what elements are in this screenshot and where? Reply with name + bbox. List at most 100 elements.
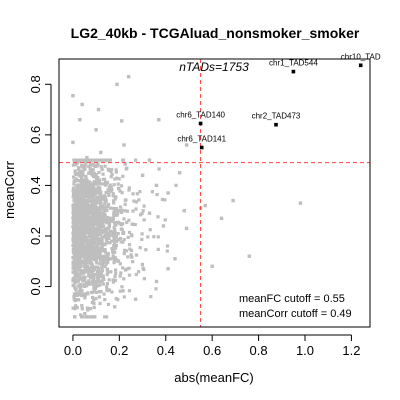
background-point (91, 256, 95, 260)
grey-point (140, 173, 145, 177)
highlighted-point (199, 145, 204, 150)
background-point (97, 238, 101, 243)
background-point (108, 229, 112, 233)
background-point (83, 269, 87, 273)
background-point (82, 256, 86, 260)
background-point (116, 232, 120, 236)
background-point (96, 162, 100, 166)
background-point (95, 217, 100, 221)
background-point (109, 169, 113, 173)
background-point (86, 308, 90, 312)
background-point (85, 201, 89, 205)
background-point (95, 190, 99, 194)
background-point (86, 253, 90, 257)
grey-point (120, 119, 124, 123)
background-point (91, 238, 95, 242)
background-point (82, 190, 86, 195)
background-point (92, 298, 96, 302)
background-point (80, 307, 84, 311)
background-point (94, 211, 98, 215)
background-point (127, 273, 132, 277)
background-point (114, 243, 118, 248)
background-point (99, 193, 103, 198)
background-point (90, 291, 94, 295)
background-point (105, 267, 109, 271)
background-point (88, 168, 92, 172)
background-point (120, 228, 124, 232)
background-point (117, 177, 121, 181)
background-point (105, 239, 109, 243)
background-point (97, 178, 102, 182)
background-point (106, 260, 110, 265)
ntads-annotation: nTADs=1753 (179, 60, 249, 74)
background-point (76, 220, 80, 224)
background-point (84, 182, 88, 186)
background-point (107, 189, 111, 193)
background-point (86, 195, 90, 199)
background-point (78, 208, 82, 212)
background-point (156, 247, 160, 251)
background-point (120, 191, 124, 195)
background-point (106, 158, 110, 162)
background-point (156, 215, 160, 219)
background-point (127, 289, 131, 293)
background-point (109, 218, 114, 222)
grey-point (96, 107, 101, 112)
background-point (119, 223, 123, 227)
background-point (78, 238, 82, 242)
background-point (105, 180, 109, 185)
background-point (72, 297, 76, 301)
background-point (81, 201, 85, 205)
x-tick-label: 0.6 (203, 343, 221, 358)
background-point (78, 286, 82, 290)
background-point (89, 249, 93, 253)
background-point (72, 191, 77, 195)
grey-point (247, 254, 251, 258)
background-point (92, 252, 96, 256)
background-point (98, 301, 102, 306)
background-point (94, 173, 98, 177)
background-point (71, 208, 75, 212)
background-point (79, 180, 84, 184)
background-point (101, 195, 105, 199)
background-point (134, 158, 138, 162)
x-axis-label: abs(meanFC) (174, 370, 253, 385)
background-point (108, 158, 112, 162)
background-point (103, 213, 107, 217)
background-point (83, 262, 87, 266)
background-point (84, 229, 88, 233)
background-point (73, 272, 77, 276)
background-point (83, 167, 87, 171)
background-point (75, 212, 79, 216)
grey-points (71, 75, 303, 319)
background-point (123, 248, 127, 252)
background-point (127, 230, 132, 234)
background-point (109, 175, 113, 179)
background-point (97, 295, 101, 299)
cutoff-lines (59, 59, 370, 327)
background-point (79, 230, 83, 234)
grey-point (157, 118, 161, 122)
background-point (174, 183, 178, 187)
background-point (131, 209, 135, 213)
background-point (112, 259, 116, 263)
background-point (118, 189, 122, 193)
background-point (84, 191, 88, 195)
background-point (93, 164, 97, 168)
grey-point (122, 143, 126, 147)
background-point (77, 158, 81, 162)
background-point (78, 227, 83, 231)
point-label: chr6_TAD141 (177, 135, 226, 144)
background-point (72, 175, 76, 179)
background-point (111, 194, 115, 198)
background-point (80, 194, 84, 198)
background-point (73, 158, 77, 162)
background-point (134, 200, 138, 204)
background-point (91, 278, 95, 282)
background-point (99, 202, 103, 206)
y-tick-label: 0.0 (28, 277, 43, 295)
background-point (81, 315, 85, 319)
background-point (76, 214, 80, 218)
background-point (91, 265, 95, 269)
cutoff-label-meanfc: meanFC cutoff = 0.55 (239, 293, 345, 305)
